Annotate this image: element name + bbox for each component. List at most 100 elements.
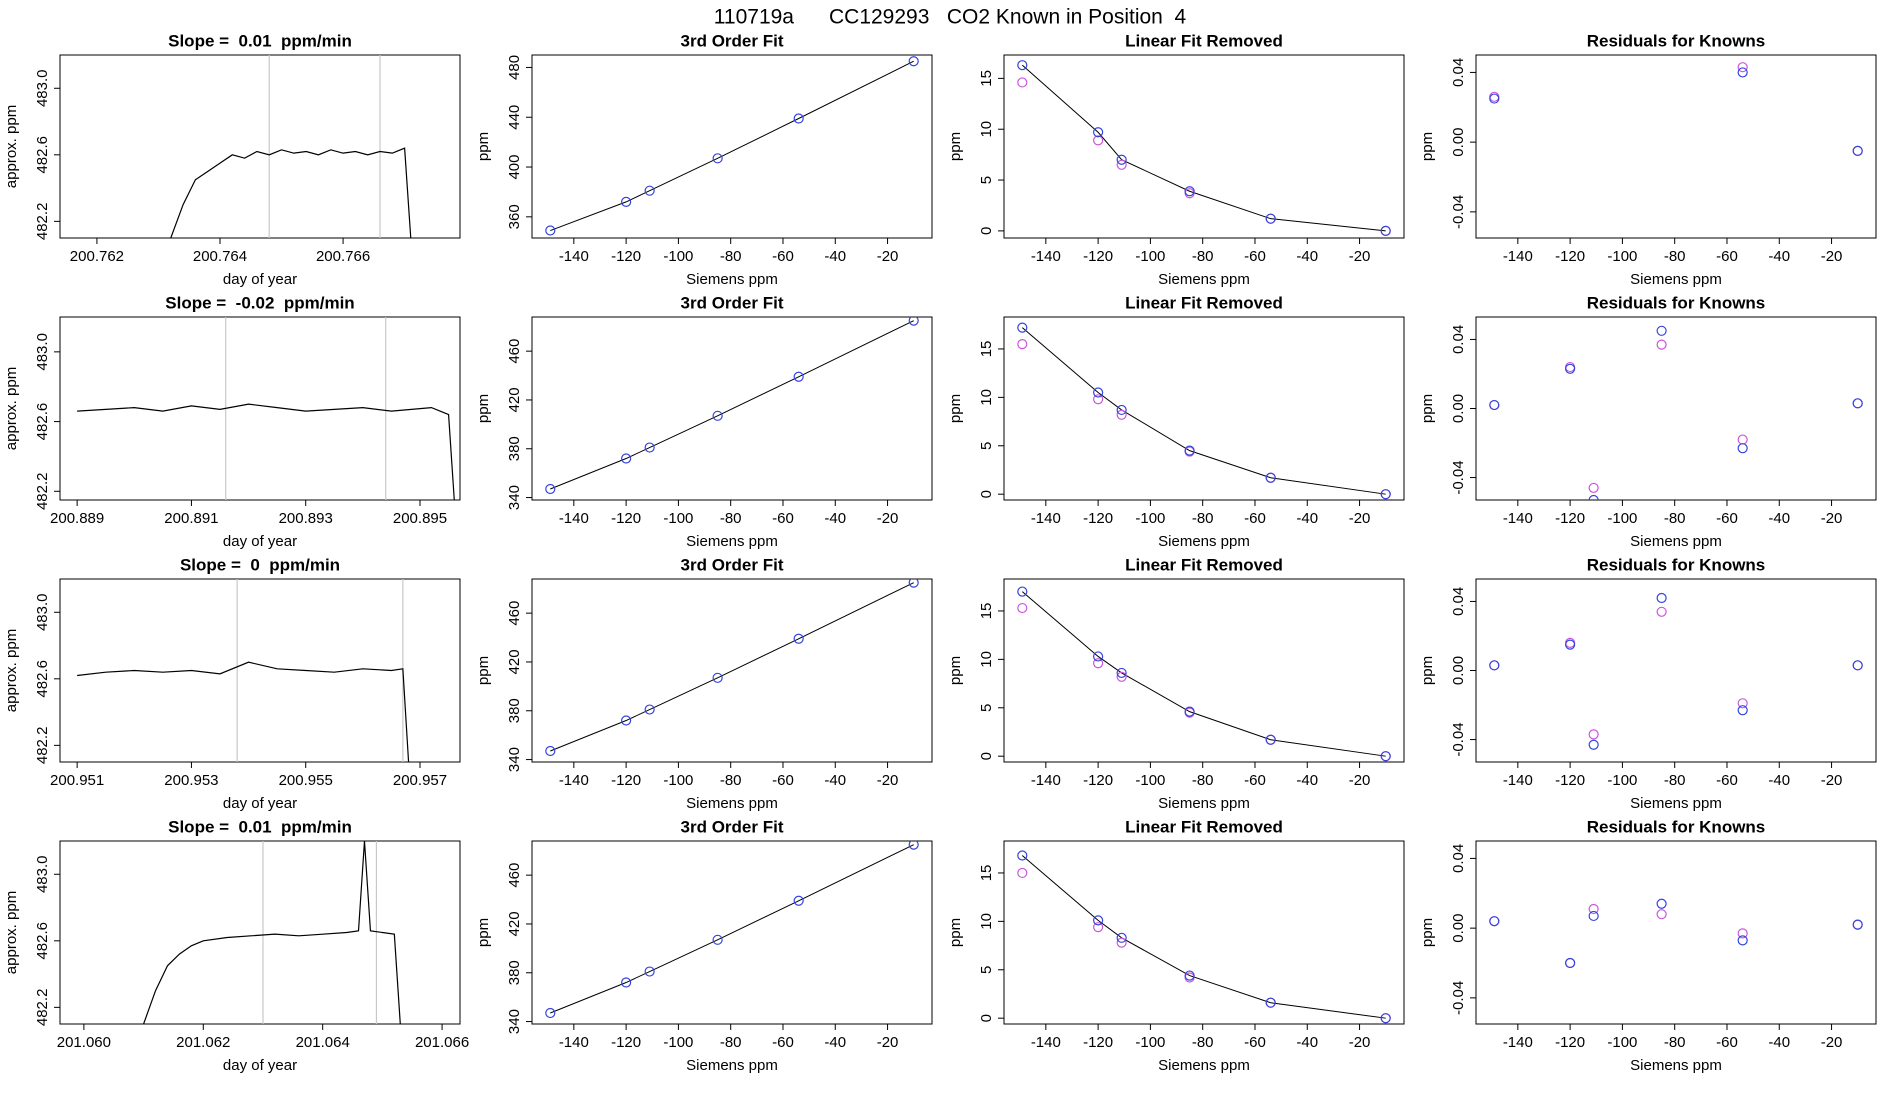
data-point xyxy=(1093,394,1104,405)
panel-title: 3rd Order Fit xyxy=(681,817,784,836)
data-point xyxy=(1184,970,1195,981)
panel: Linear Fit Removed Siemens ppm ppm -140 -120… xyxy=(947,555,1405,812)
x-tick-label: -40 xyxy=(1768,772,1790,789)
x-axis-label: Siemens ppm xyxy=(686,795,778,812)
y-axis-label: ppm xyxy=(475,394,492,423)
y-tick-label: 10 xyxy=(978,121,995,138)
x-tick-label: 200.889 xyxy=(50,510,104,527)
x-tick-label: -100 xyxy=(1607,772,1637,789)
fit-curve xyxy=(550,582,914,752)
x-tick-label: -40 xyxy=(1296,248,1318,265)
data-point xyxy=(1737,62,1748,73)
data-point xyxy=(1116,671,1127,682)
panel: Residuals for Knowns Siemens ppm ppm -140 -1… xyxy=(1419,31,1877,288)
x-tick-label: -60 xyxy=(772,772,794,789)
y-tick-label: 0.00 xyxy=(1450,656,1467,685)
x-tick-label: -40 xyxy=(824,1034,846,1051)
plot-frame xyxy=(531,54,933,239)
x-tick-label: -100 xyxy=(1607,1034,1637,1051)
x-tick-label: -60 xyxy=(1244,510,1266,527)
x-tick-label: -120 xyxy=(1555,772,1585,789)
x-tick-label: -40 xyxy=(824,248,846,265)
y-axis-label: approx. ppm xyxy=(3,629,20,712)
x-tick-label: -80 xyxy=(720,772,742,789)
x-tick-label: -80 xyxy=(720,1034,742,1051)
data-point xyxy=(1852,145,1863,156)
data-point xyxy=(908,317,919,326)
plot-area xyxy=(77,579,410,762)
data-point xyxy=(1017,867,1028,879)
x-tick-label: 200.764 xyxy=(193,248,247,265)
x-axis-label: Siemens ppm xyxy=(1158,1057,1250,1074)
data-point xyxy=(712,672,723,683)
x-tick-label: -120 xyxy=(1083,1034,1113,1051)
data-point xyxy=(712,153,723,164)
plot-frame xyxy=(59,54,461,239)
data-line xyxy=(77,403,455,500)
x-tick-label: -120 xyxy=(611,772,641,789)
panel-title: Slope = 0.01 ppm/min xyxy=(168,31,352,50)
panel-title: 3rd Order Fit xyxy=(681,31,784,50)
data-point xyxy=(644,966,655,977)
x-tick-label: -140 xyxy=(1031,772,1061,789)
y-tick-label: 420 xyxy=(506,911,523,936)
y-tick-label: 483.0 xyxy=(34,593,51,631)
y-tick-label: 10 xyxy=(978,651,995,668)
x-tick-label: -40 xyxy=(824,510,846,527)
data-point xyxy=(1656,592,1667,604)
x-tick-label: -20 xyxy=(1349,772,1371,789)
data-point xyxy=(1588,482,1599,494)
panel: Slope = -0.02 ppm/min day of year approx. … xyxy=(3,293,461,550)
x-tick-label: -60 xyxy=(772,248,794,265)
x-tick-label: -100 xyxy=(1135,248,1165,265)
y-tick-label: 483.0 xyxy=(34,69,51,107)
plot-area xyxy=(1017,60,1391,236)
data-point xyxy=(712,410,723,421)
plot-area xyxy=(1489,592,1863,750)
y-tick-label: 482.2 xyxy=(34,473,51,511)
x-tick-label: 201.064 xyxy=(296,1034,350,1051)
x-tick-label: -140 xyxy=(1503,248,1533,265)
x-axis-label: Siemens ppm xyxy=(1158,795,1250,812)
x-tick-label: -80 xyxy=(1192,1034,1214,1051)
data-point xyxy=(1184,188,1195,199)
y-tick-label: 440 xyxy=(506,105,523,130)
panel-title: Residuals for Knowns xyxy=(1587,31,1766,50)
x-tick-label: 200.893 xyxy=(279,510,333,527)
fit-curve xyxy=(1021,64,1386,232)
data-point xyxy=(1489,399,1500,411)
x-tick-label: -40 xyxy=(1296,772,1318,789)
data-point xyxy=(1017,77,1028,88)
plot-frame xyxy=(531,578,933,763)
data-point xyxy=(621,196,632,207)
x-tick-label: -140 xyxy=(559,772,589,789)
y-tick-label: -0.04 xyxy=(1450,981,1467,1015)
y-tick-label: 0.04 xyxy=(1450,325,1467,354)
x-tick-label: -120 xyxy=(1555,248,1585,265)
x-tick-label: 201.060 xyxy=(57,1034,111,1051)
data-point xyxy=(793,371,804,382)
plot-frame xyxy=(1475,54,1877,239)
panel: Residuals for Knowns Siemens ppm ppm -140 -1… xyxy=(1419,555,1877,812)
x-tick-label: -120 xyxy=(1083,248,1113,265)
panel-title: Linear Fit Removed xyxy=(1125,817,1283,836)
x-tick-label: 200.895 xyxy=(393,510,447,527)
x-tick-label: -80 xyxy=(1664,248,1686,265)
x-axis-label: Siemens ppm xyxy=(1630,271,1722,288)
fit-curve xyxy=(1021,327,1386,495)
x-axis-label: Siemens ppm xyxy=(1158,271,1250,288)
data-point xyxy=(1656,339,1667,350)
y-tick-label: 483.0 xyxy=(34,855,51,893)
panel: Linear Fit Removed Siemens ppm ppm -140 -120… xyxy=(947,817,1405,1074)
y-tick-label: 0 xyxy=(978,1014,995,1022)
data-point xyxy=(793,113,804,124)
y-axis-label: approx. ppm xyxy=(3,105,20,188)
x-tick-label: 200.766 xyxy=(316,248,370,265)
panel-title: Linear Fit Removed xyxy=(1125,31,1283,50)
y-tick-label: 380 xyxy=(506,698,523,723)
x-tick-label: -140 xyxy=(559,1034,589,1051)
data-point xyxy=(621,977,632,988)
data-point xyxy=(1093,922,1104,933)
plot-area xyxy=(545,841,919,1019)
plot-area xyxy=(545,317,919,495)
